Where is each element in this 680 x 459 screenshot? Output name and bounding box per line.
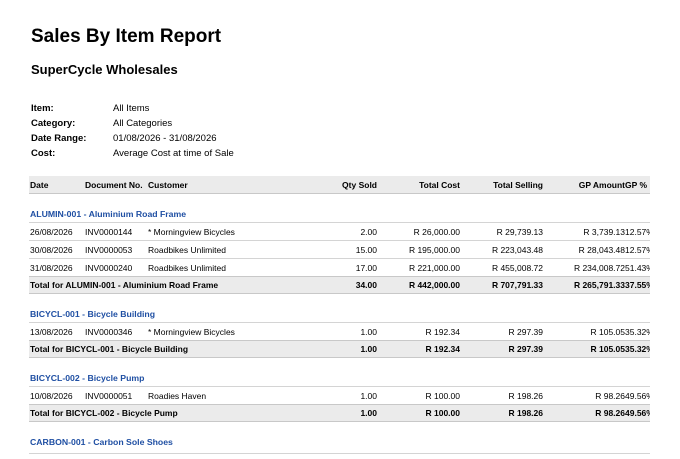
total-cost: R 100.00 xyxy=(425,408,461,418)
group-total-row: Total for BICYCL-001 - Bicycle Building 1… xyxy=(29,340,650,358)
cell-gp: R 234,008.72 xyxy=(573,262,625,273)
filter-label: Date Range: xyxy=(31,133,87,144)
cell-gp: R 98.26 xyxy=(595,390,625,401)
total-gp-pct: 35.32% xyxy=(625,344,650,354)
filter-label: Cost: xyxy=(31,148,56,159)
cell-document-no[interactable]: INV0000053 xyxy=(85,244,133,255)
cell-cost: R 26,000.00 xyxy=(413,226,460,237)
cell-date: 31/08/2026 xyxy=(30,262,73,273)
cell-customer: Roadbikes Unlimited xyxy=(148,244,226,255)
column-header-selling: Total Selling xyxy=(493,179,543,190)
cell-date: 30/08/2026 xyxy=(30,244,73,255)
cell-date: 13/08/2026 xyxy=(30,326,73,337)
column-header-customer: Customer xyxy=(148,179,188,190)
cell-selling: R 29,739.13 xyxy=(496,226,543,237)
group-total-row: Total for ALUMIN-001 - Aluminium Road Fr… xyxy=(29,276,650,294)
cell-cost: R 100.00 xyxy=(425,390,461,401)
cell-selling: R 297.39 xyxy=(508,326,544,337)
total-qty: 1.00 xyxy=(360,408,377,418)
cell-cost: R 195,000.00 xyxy=(408,244,460,255)
total-gp: R 98.26 xyxy=(595,408,625,418)
total-selling: R 707,791.33 xyxy=(491,280,543,290)
company-name: SuperCycle Wholesales xyxy=(31,62,178,77)
cell-date: 26/08/2026 xyxy=(30,226,73,237)
total-gp: R 105.05 xyxy=(590,344,626,354)
cell-gp-pct: 35.32% xyxy=(625,326,650,337)
cell-qty: 1.00 xyxy=(360,326,377,337)
filter-value: All Items xyxy=(113,103,150,114)
group-total-row: Total for BICYCL-002 - Bicycle Pump 1.00 R… xyxy=(29,404,650,422)
report-filters: Item: All Items Category: All Categories… xyxy=(31,103,234,163)
cell-gp-pct: 12.57% xyxy=(625,226,650,237)
cell-customer: Roadbikes Unlimited xyxy=(148,262,226,273)
filter-category: Category: All Categories xyxy=(31,118,234,133)
filter-date-range: Date Range: 01/08/2026 - 31/08/2026 xyxy=(31,133,234,148)
filter-label: Item: xyxy=(31,103,54,114)
column-header-date: Date xyxy=(30,179,49,190)
filter-item: Item: All Items xyxy=(31,103,234,118)
total-cost: R 192.34 xyxy=(425,344,461,354)
total-selling: R 198.26 xyxy=(508,408,544,418)
column-header-gp-pct: GP % xyxy=(625,179,648,190)
column-header-cost: Total Cost xyxy=(419,179,460,190)
cell-gp-pct: 12.57% xyxy=(625,244,650,255)
filter-label: Category: xyxy=(31,118,76,129)
cell-date: 10/08/2026 xyxy=(30,390,73,401)
sales-table: Date Document No. Customer Qty Sold Tota… xyxy=(29,176,650,455)
cell-customer: Roadies Haven xyxy=(148,390,207,401)
cell-gp: R 105.05 xyxy=(590,326,626,337)
report-groups: ALUMIN-001 - Aluminium Road Frame 26/08/2… xyxy=(29,202,650,450)
cell-document-no[interactable]: INV0000144 xyxy=(85,226,133,237)
divider xyxy=(29,453,650,455)
cell-customer: * Morningview Bicycles xyxy=(148,326,235,337)
group-header[interactable]: ALUMIN-001 - Aluminium Road Frame xyxy=(30,209,187,219)
total-gp: R 265,791.33 xyxy=(573,280,625,290)
column-header-doc: Document No. xyxy=(85,179,143,190)
table-row: 26/08/2026 INV0000144 * Morningview Bicycl… xyxy=(29,222,650,240)
total-gp-pct: 37.55% xyxy=(625,280,650,290)
cell-gp: R 28,043.48 xyxy=(578,244,625,255)
total-label: Total for BICYCL-001 - Bicycle Building xyxy=(30,344,189,354)
column-header-gp: GP Amount xyxy=(578,179,625,190)
table-row: 10/08/2026 INV0000051 Roadies Haven 1.00 R 1… xyxy=(29,386,650,404)
cell-cost: R 192.34 xyxy=(425,326,461,337)
table-header: Date Document No. Customer Qty Sold Tota… xyxy=(29,176,650,194)
total-gp-pct: 49.56% xyxy=(625,408,650,418)
total-qty: 1.00 xyxy=(360,344,377,354)
cell-selling: R 223,043.48 xyxy=(491,244,543,255)
total-qty: 34.00 xyxy=(355,280,377,290)
cell-document-no[interactable]: INV0000346 xyxy=(85,326,133,337)
total-cost: R 442,000.00 xyxy=(408,280,460,290)
cell-cost: R 221,000.00 xyxy=(408,262,460,273)
filter-value: 01/08/2026 - 31/08/2026 xyxy=(113,133,217,144)
filter-value: Average Cost at time of Sale xyxy=(113,148,234,159)
group-header[interactable]: CARBON-001 - Carbon Sole Shoes xyxy=(30,437,173,447)
cell-document-no[interactable]: INV0000240 xyxy=(85,262,133,273)
cell-customer: * Morningview Bicycles xyxy=(148,226,235,237)
cell-gp-pct: 51.43% xyxy=(625,262,650,273)
report-title: Sales By Item Report xyxy=(31,26,222,47)
filter-value: All Categories xyxy=(113,118,173,129)
table-row: 13/08/2026 INV0000346 * Morningview Bicycl… xyxy=(29,322,650,340)
cell-qty: 17.00 xyxy=(355,262,377,273)
cell-qty: 1.00 xyxy=(360,390,377,401)
table-row: 30/08/2026 INV0000053 Roadbikes Unlimited 1… xyxy=(29,240,650,258)
cell-qty: 2.00 xyxy=(360,226,377,237)
group-header[interactable]: BICYCL-002 - Bicycle Pump xyxy=(30,373,145,383)
table-row: 31/08/2026 INV0000240 Roadbikes Unlimited 1… xyxy=(29,258,650,276)
filter-cost: Cost: Average Cost at time of Sale xyxy=(31,148,234,163)
cell-qty: 15.00 xyxy=(355,244,377,255)
column-header-qty: Qty Sold xyxy=(342,179,377,190)
cell-selling: R 198.26 xyxy=(508,390,544,401)
cell-document-no[interactable]: INV0000051 xyxy=(85,390,133,401)
cell-selling: R 455,008.72 xyxy=(491,262,543,273)
cell-gp-pct: 49.56% xyxy=(625,390,650,401)
cell-gp: R 3,739.13 xyxy=(583,226,625,237)
total-label: Total for ALUMIN-001 - Aluminium Road Fr… xyxy=(30,280,219,290)
group-header[interactable]: BICYCL-001 - Bicycle Building xyxy=(30,309,156,319)
total-label: Total for BICYCL-002 - Bicycle Pump xyxy=(30,408,178,418)
total-selling: R 297.39 xyxy=(508,344,544,354)
